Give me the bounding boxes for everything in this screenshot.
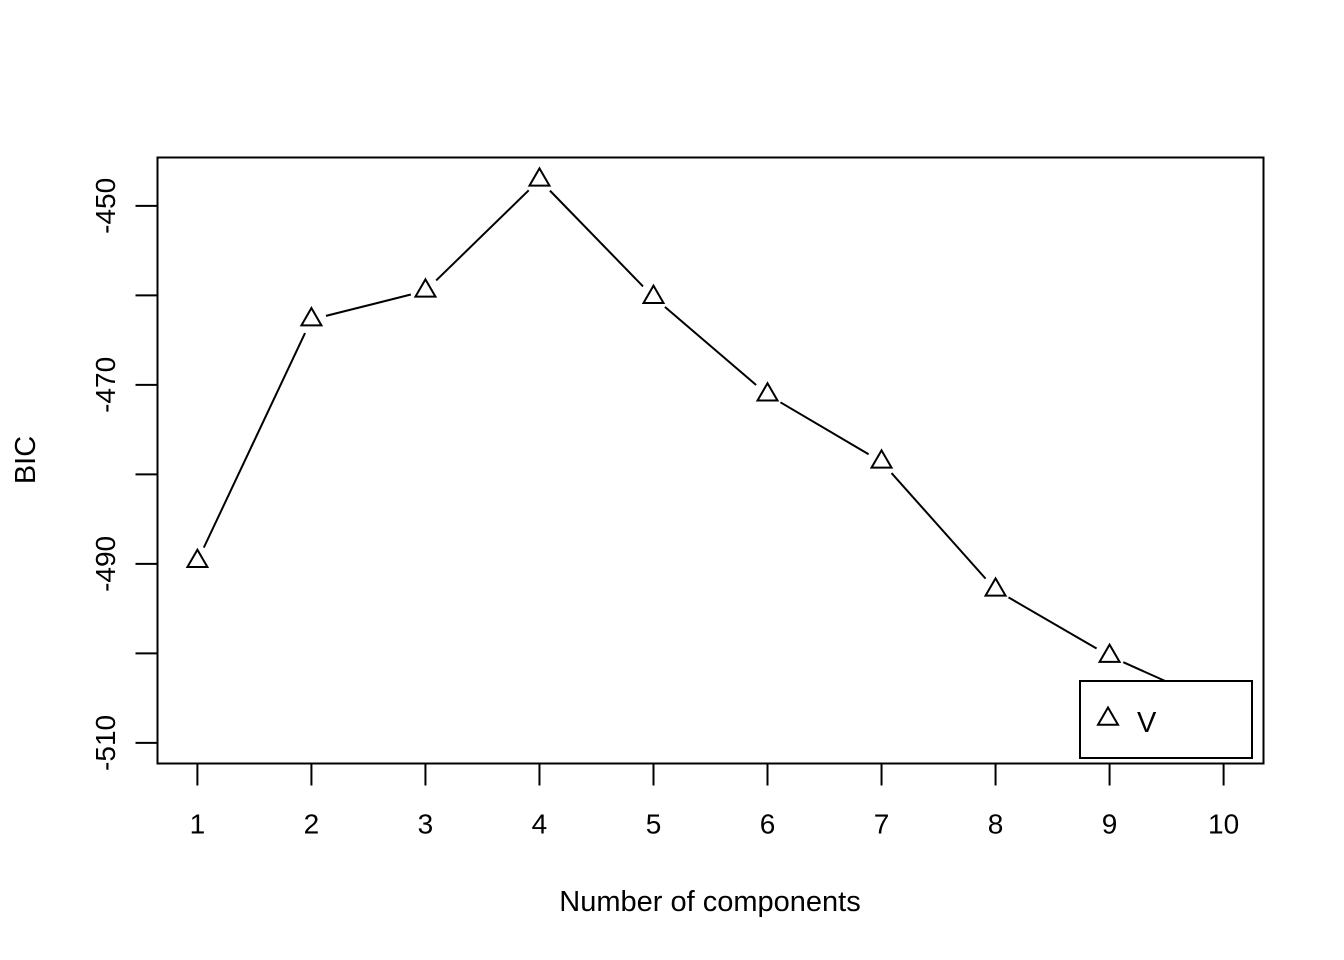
series-segment	[435, 189, 530, 282]
x-axis: 1 2 3 4 5 6 7 8 9 10	[190, 762, 1239, 840]
data-point-triangle-icon	[755, 381, 780, 402]
y-axis-label: BIC	[10, 436, 42, 484]
series-segment	[890, 472, 987, 580]
y-tick-label: -450	[90, 178, 121, 234]
data-point-triangle-icon	[1097, 642, 1122, 663]
data-point-triangle-icon	[413, 277, 438, 298]
x-tick-label: 4	[532, 809, 548, 840]
series-segment	[325, 293, 412, 317]
x-tick-label: 9	[1102, 809, 1118, 840]
data-point-triangle-icon	[983, 576, 1008, 597]
data-point-triangle-icon	[869, 448, 894, 469]
y-tick-label: -470	[90, 357, 121, 413]
legend-box	[1079, 680, 1253, 759]
y-tick-label: -510	[90, 715, 121, 771]
data-point-triangle-icon	[641, 283, 666, 304]
plot-frame	[156, 156, 1265, 765]
x-tick-label: 1	[190, 809, 206, 840]
x-axis-label: Number of components	[559, 886, 860, 918]
y-tick-label: -490	[90, 536, 121, 592]
x-tick-label: 7	[874, 809, 890, 840]
y-axis: -510 -490 -470 -450	[90, 178, 159, 771]
data-point-triangle-icon	[527, 166, 552, 187]
x-tick-label: 10	[1208, 809, 1239, 840]
series-segment	[1008, 596, 1098, 650]
x-tick-label: 2	[304, 809, 320, 840]
legend-label: V	[1137, 707, 1157, 739]
x-tick-label: 8	[988, 809, 1004, 840]
series-segment	[549, 189, 644, 288]
series-layer	[185, 166, 1236, 714]
legend: V	[1079, 680, 1253, 759]
data-point-triangle-icon	[185, 547, 210, 569]
x-tick-label: 5	[646, 809, 662, 840]
data-point-triangle-icon	[299, 306, 324, 327]
series-segment	[202, 332, 306, 549]
series-segment	[779, 401, 870, 456]
series-segment	[664, 306, 757, 386]
legend-triangle-icon	[1096, 705, 1120, 726]
x-tick-label: 6	[760, 809, 776, 840]
x-tick-label: 3	[418, 809, 434, 840]
